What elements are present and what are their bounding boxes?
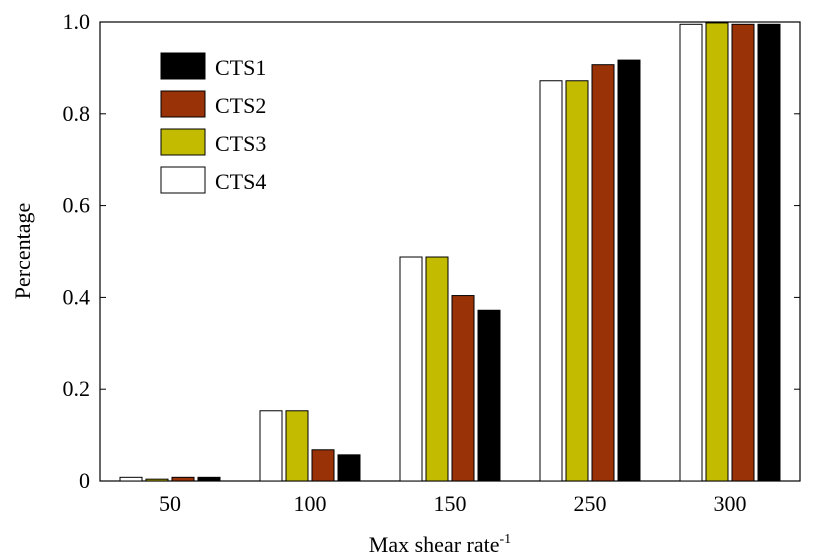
legend-label: CTS2 bbox=[215, 93, 266, 118]
bar-cts1 bbox=[757, 23, 781, 482]
legend-swatch bbox=[160, 166, 206, 194]
bar-cts2 bbox=[171, 476, 195, 482]
legend: CTS1 CTS2 CTS3 CTS4 bbox=[160, 52, 266, 194]
bar-cts4 bbox=[399, 256, 423, 482]
y-axis: 0 0.2 0.4 0.6 0.8 1.0 bbox=[63, 9, 800, 493]
bar-cts4 bbox=[119, 476, 143, 482]
y-axis-label: Percentage bbox=[10, 203, 35, 300]
legend-label: CTS4 bbox=[215, 169, 266, 194]
x-axis-label-text: Max shear rate bbox=[369, 532, 500, 556]
x-axis-label: Max shear rate-1 bbox=[369, 532, 511, 556]
bar-cts1 bbox=[337, 454, 361, 482]
bar-cts4 bbox=[259, 410, 283, 482]
legend-swatch bbox=[160, 128, 206, 156]
bar-cts4 bbox=[679, 23, 703, 482]
bar-cts1 bbox=[477, 309, 501, 482]
y-tick-label: 0.2 bbox=[63, 376, 91, 401]
y-tick-label: 0.8 bbox=[63, 101, 91, 126]
x-tick-label: 100 bbox=[294, 491, 327, 516]
plot-frame bbox=[99, 21, 801, 482]
legend-label: CTS1 bbox=[215, 55, 266, 80]
y-tick-label: 0.6 bbox=[63, 193, 91, 218]
bar-cts3 bbox=[145, 478, 169, 482]
legend-label: CTS3 bbox=[215, 131, 266, 156]
x-tick-label: 150 bbox=[434, 491, 467, 516]
x-axis: 50 100 150 250 300 bbox=[159, 491, 747, 516]
bar-cts3 bbox=[425, 256, 449, 482]
y-tick-label: 0 bbox=[79, 468, 90, 493]
bar-cts1 bbox=[197, 476, 221, 482]
legend-swatch bbox=[160, 52, 206, 80]
bars bbox=[119, 22, 781, 482]
bar-cts2 bbox=[311, 449, 335, 482]
bar-cts2 bbox=[731, 23, 755, 482]
y-tick-label: 0.4 bbox=[63, 284, 91, 309]
bar-cts2 bbox=[451, 295, 475, 482]
legend-swatch bbox=[160, 90, 206, 118]
bar-cts3 bbox=[285, 410, 309, 482]
bar-cts1 bbox=[617, 59, 641, 482]
x-tick-label: 250 bbox=[574, 491, 607, 516]
x-tick-label: 300 bbox=[714, 491, 747, 516]
bar-cts3 bbox=[565, 80, 589, 482]
y-tick-label: 1.0 bbox=[63, 9, 91, 34]
x-axis-label-superscript: -1 bbox=[500, 532, 512, 547]
bar-cts4 bbox=[539, 80, 563, 482]
bar-cts2 bbox=[591, 64, 615, 482]
bar-cts3 bbox=[705, 22, 729, 482]
x-tick-label: 50 bbox=[159, 491, 181, 516]
